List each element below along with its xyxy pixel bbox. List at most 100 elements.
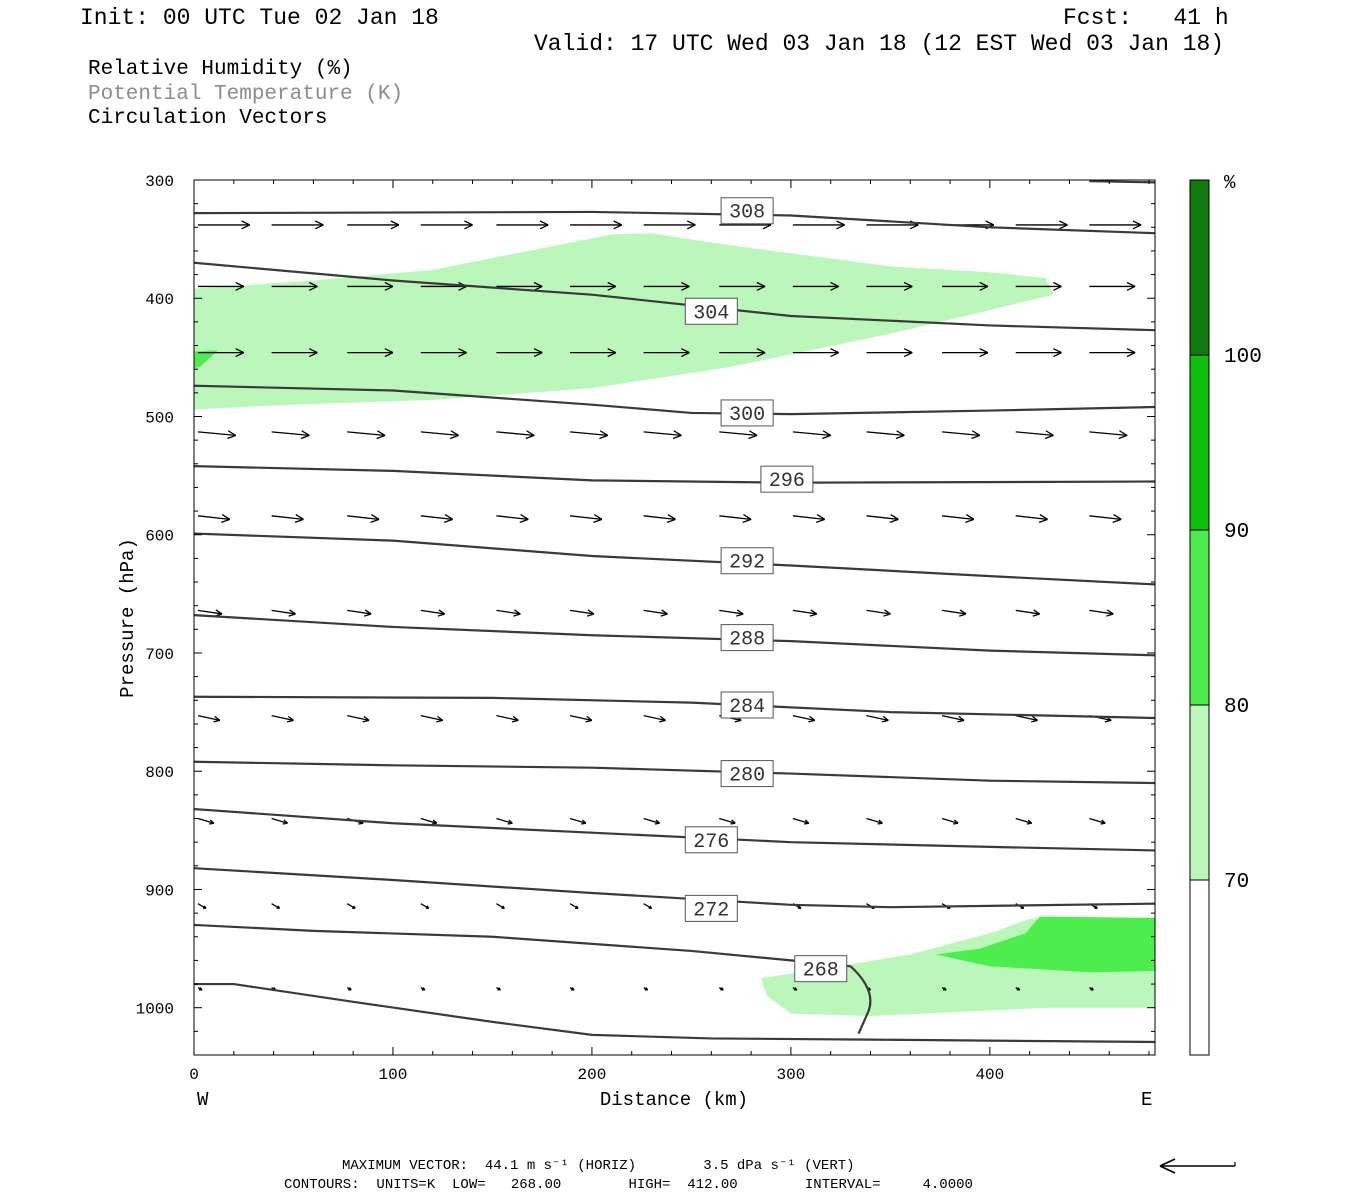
vector-arrow — [420, 514, 454, 523]
axes: 300 400 500 600 700 800 900 1000 0 100 200 300 400 — [136, 173, 1155, 1084]
vector-arrow — [1015, 987, 1021, 991]
field-title-vectors: Circulation Vectors — [88, 107, 328, 130]
y-tick-label: 600 — [145, 528, 174, 546]
contour-label-308: 308 — [720, 197, 774, 225]
vector-arrow — [643, 987, 649, 991]
vector-arrow — [719, 348, 766, 358]
vector-arrow — [942, 514, 975, 523]
isentropes — [193, 180, 1156, 1044]
vector-arrow — [792, 987, 798, 991]
init-time: Init: 00 UTC Tue 02 Jan 18 — [80, 5, 439, 31]
vector-arrow — [1015, 348, 1062, 358]
valid-time: Valid: 17 UTC Wed 03 Jan 18 (12 EST Wed … — [534, 31, 1225, 57]
vector-arrow — [942, 348, 989, 358]
contour-label-300: 300 — [720, 399, 774, 427]
vector-arrow — [866, 609, 891, 617]
vector-arrow — [719, 430, 758, 440]
vector-arrow — [420, 903, 430, 910]
rh-region — [936, 916, 1155, 973]
vector-arrow — [496, 220, 549, 230]
vector-arrow — [496, 903, 505, 910]
vector-arrow — [496, 817, 513, 825]
svg-text:288: 288 — [729, 629, 765, 652]
plot-frame — [193, 179, 1156, 1056]
vector-arrow — [496, 348, 543, 358]
vector-arrow — [643, 220, 696, 230]
y-tick-label: 500 — [145, 409, 174, 427]
x-tick-label: 400 — [975, 1066, 1004, 1084]
svg-text:268: 268 — [803, 960, 839, 983]
vector-arrow — [420, 609, 446, 617]
vector-arrow — [1089, 220, 1142, 230]
isentrope-316 — [1089, 180, 1156, 184]
vector-arrow — [866, 514, 899, 523]
vector-arrow — [271, 348, 318, 358]
y-tick-label: 1000 — [136, 1001, 174, 1019]
isentrope-312 — [193, 210, 1156, 235]
vector-arrow — [1089, 817, 1106, 825]
vector-arrow — [570, 348, 617, 358]
rh-shading — [194, 233, 1155, 1016]
vector-arrow — [643, 715, 666, 723]
vector-arrow — [420, 220, 473, 230]
vector-arrow — [941, 817, 959, 825]
rh-region — [194, 233, 1054, 410]
vector-arrow — [1015, 609, 1040, 617]
y-tick-label: 700 — [145, 646, 174, 664]
colorbar-level-label: 90 — [1224, 521, 1249, 544]
colorbar-segment — [1189, 354, 1210, 531]
contour-note: CONTOURS: UNITS=K LOW= 268.00 HIGH= 412.… — [284, 1177, 973, 1193]
vector-arrow — [569, 715, 593, 723]
vector-arrow — [643, 514, 676, 523]
contour-labels: 308 304 300 296 292 288 284 280 276 272 268 — [684, 197, 848, 983]
rh-region — [194, 350, 218, 369]
contour-label-304: 304 — [684, 297, 738, 325]
vector-arrow — [643, 281, 690, 291]
vector-arrow — [496, 715, 519, 723]
reference-vector-arrow — [1159, 1158, 1236, 1174]
vector-arrow — [420, 817, 438, 825]
isentrope-276 — [193, 867, 1156, 909]
svg-text:292: 292 — [729, 552, 765, 575]
isentrope-300 — [193, 465, 1156, 484]
vector-arrow — [866, 348, 913, 358]
vector-arrow — [496, 430, 535, 440]
vector-arrow — [719, 609, 744, 617]
vector-arrow — [1089, 430, 1128, 440]
x-tick-label: 300 — [776, 1066, 805, 1084]
vector-arrow — [792, 817, 810, 825]
colorbar-segment — [1189, 179, 1210, 356]
vector-arrow — [792, 348, 839, 358]
vector-arrow — [1089, 609, 1114, 617]
vector-arrow — [347, 715, 370, 723]
vector-arrow — [643, 817, 661, 825]
vector-arrow — [271, 220, 324, 230]
vector-arrow — [347, 220, 400, 230]
x-tick-label: 0 — [189, 1066, 199, 1084]
x-tick-label: 200 — [578, 1066, 607, 1084]
svg-text:296: 296 — [769, 470, 805, 493]
svg-text:304: 304 — [693, 302, 729, 325]
east-label: E — [1141, 1089, 1152, 1111]
colorbar-level-label: 70 — [1224, 871, 1249, 894]
isentrope-272 — [193, 923, 851, 968]
vector-arrow — [197, 715, 221, 723]
contour-label-284: 284 — [720, 691, 774, 719]
vector-arrow — [496, 609, 521, 617]
svg-text:272: 272 — [693, 899, 729, 922]
vector-arrow — [792, 220, 845, 230]
colorbar-segment — [1189, 879, 1210, 1056]
vector-arrow — [347, 609, 372, 617]
vector-arrow — [496, 514, 529, 523]
vector-arrow — [643, 903, 653, 910]
colorbar-unit: % — [1224, 172, 1236, 194]
isentrope-284 — [193, 760, 1156, 785]
vector-arrow — [643, 430, 682, 440]
vector-arrow — [346, 987, 352, 991]
y-tick-label: 400 — [145, 291, 174, 309]
field-title-rh: Relative Humidity (%) — [88, 58, 353, 81]
vector-arrow — [1089, 348, 1136, 358]
vector-arrow — [942, 281, 989, 291]
vector-arrow — [347, 281, 394, 291]
